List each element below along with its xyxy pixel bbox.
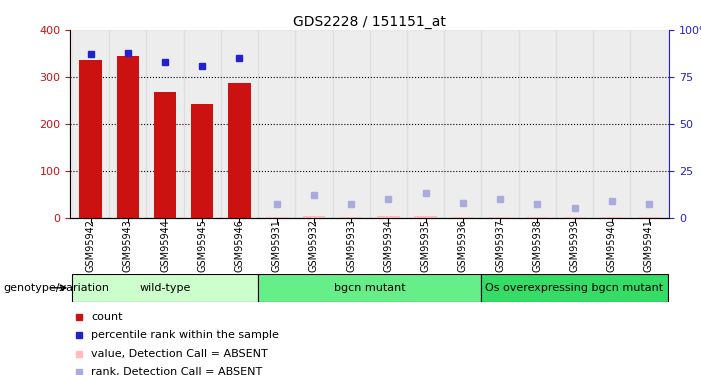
Text: value, Detection Call = ABSENT: value, Detection Call = ABSENT xyxy=(91,349,268,358)
Text: wild-type: wild-type xyxy=(139,283,191,293)
Bar xyxy=(154,92,176,218)
Bar xyxy=(229,82,251,218)
Bar xyxy=(556,30,593,217)
Bar xyxy=(258,274,482,302)
Text: GSM95933: GSM95933 xyxy=(346,219,356,272)
Bar xyxy=(630,30,667,217)
Text: GSM95943: GSM95943 xyxy=(123,219,132,272)
Text: GSM95931: GSM95931 xyxy=(272,219,282,272)
Bar xyxy=(109,30,147,217)
Bar xyxy=(482,30,519,217)
Text: GSM95937: GSM95937 xyxy=(495,219,505,272)
Text: count: count xyxy=(91,312,123,322)
Bar xyxy=(519,30,556,217)
Text: bgcn mutant: bgcn mutant xyxy=(334,283,406,293)
Bar xyxy=(72,30,109,217)
Bar xyxy=(221,30,258,217)
Text: GSM95936: GSM95936 xyxy=(458,219,468,272)
Bar xyxy=(258,30,295,217)
Text: Os overexpressing bgcn mutant: Os overexpressing bgcn mutant xyxy=(486,283,664,293)
Bar xyxy=(147,30,184,217)
Text: rank, Detection Call = ABSENT: rank, Detection Call = ABSENT xyxy=(91,367,262,375)
Bar xyxy=(444,30,482,217)
Bar xyxy=(191,104,213,218)
Text: GSM95938: GSM95938 xyxy=(532,219,543,272)
Bar xyxy=(79,60,102,217)
Bar xyxy=(116,56,139,217)
Text: genotype/variation: genotype/variation xyxy=(4,283,109,293)
Bar xyxy=(593,30,630,217)
Text: GSM95940: GSM95940 xyxy=(607,219,617,272)
Text: GSM95941: GSM95941 xyxy=(644,219,654,272)
Text: GSM95946: GSM95946 xyxy=(234,219,245,272)
Text: GSM95939: GSM95939 xyxy=(569,219,580,272)
Text: GSM95934: GSM95934 xyxy=(383,219,393,272)
Bar xyxy=(369,30,407,217)
Text: percentile rank within the sample: percentile rank within the sample xyxy=(91,330,279,340)
Bar xyxy=(332,30,369,217)
Bar xyxy=(303,216,325,217)
Bar xyxy=(414,216,437,217)
Bar xyxy=(72,274,258,302)
Title: GDS2228 / 151151_at: GDS2228 / 151151_at xyxy=(293,15,447,29)
Text: GSM95935: GSM95935 xyxy=(421,219,430,272)
Bar xyxy=(184,30,221,217)
Bar xyxy=(377,216,400,217)
Text: GSM95942: GSM95942 xyxy=(86,219,95,272)
Bar xyxy=(295,30,332,217)
Text: GSM95932: GSM95932 xyxy=(309,219,319,272)
Text: GSM95945: GSM95945 xyxy=(197,219,207,272)
Text: GSM95944: GSM95944 xyxy=(160,219,170,272)
Bar xyxy=(407,30,444,217)
Bar xyxy=(482,274,667,302)
